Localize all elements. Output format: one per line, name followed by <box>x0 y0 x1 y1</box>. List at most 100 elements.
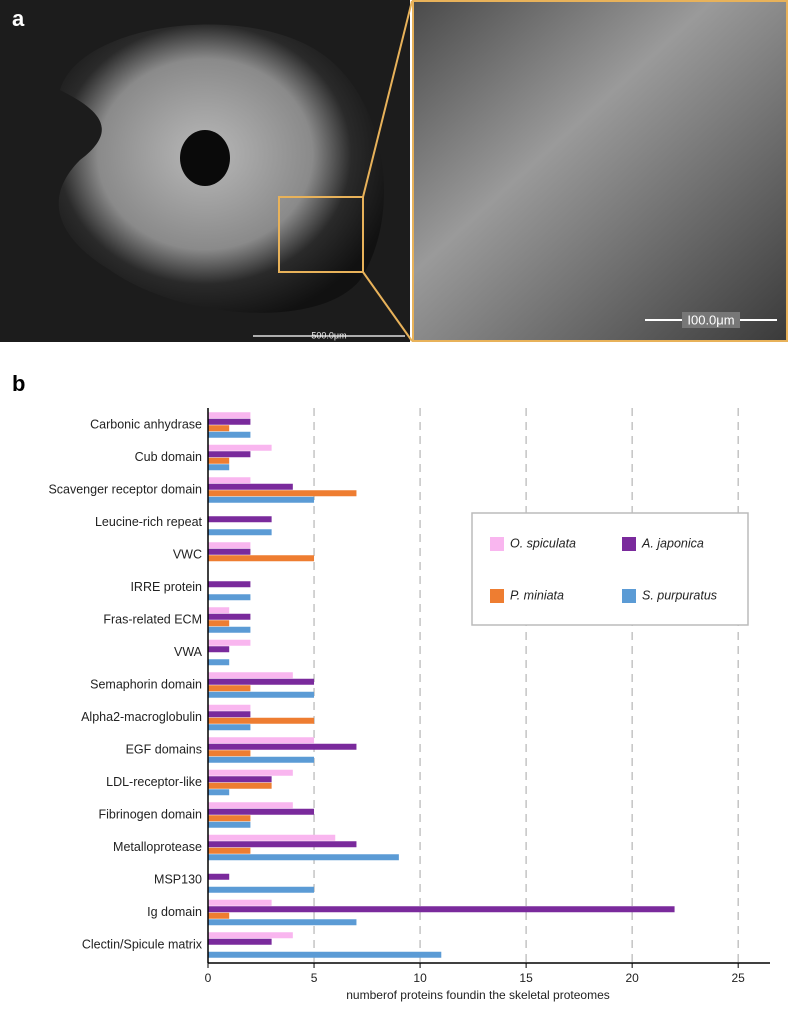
bar-chart: 0 5 10 15 20 25 Carbonic anhydrase Cub domain Sc… <box>48 408 770 985</box>
y-tick-label: Cub domain <box>135 450 202 464</box>
bar <box>208 899 272 906</box>
bar <box>208 457 230 464</box>
bar <box>208 737 315 744</box>
bar <box>208 789 230 796</box>
bar <box>208 594 251 601</box>
y-tick-label: Alpha2-macroglobulin <box>81 710 202 724</box>
bar <box>208 613 251 620</box>
bar <box>208 782 272 789</box>
bar <box>208 906 675 913</box>
bar <box>208 639 251 646</box>
bar <box>208 951 442 958</box>
legend-label: O. spiculata <box>510 536 576 550</box>
bar <box>208 548 251 555</box>
bar <box>208 496 315 503</box>
bar <box>208 724 251 731</box>
y-tick-label: Fibrinogen domain <box>98 807 202 821</box>
bar <box>208 873 230 880</box>
y-tick-label: Leucine-rich repeat <box>95 515 203 529</box>
bar <box>208 750 251 757</box>
y-tick-label: Ig domain <box>147 905 202 919</box>
scale-label: 500.0μm <box>311 330 346 340</box>
x-tick-label: 15 <box>519 971 533 985</box>
zoom-line <box>362 0 413 198</box>
sem-image-right <box>412 0 788 342</box>
x-tick-label: 0 <box>205 971 212 985</box>
y-tick-label: Metalloprotease <box>113 840 202 854</box>
legend-label: S. purpuratus <box>642 588 717 602</box>
bar <box>208 932 293 939</box>
bar <box>208 444 272 451</box>
bar <box>208 841 357 848</box>
bar <box>208 834 336 841</box>
zoom-line <box>362 271 413 342</box>
legend-swatch <box>622 537 636 551</box>
y-tick-label: VWC <box>173 547 202 561</box>
legend-swatch <box>622 589 636 603</box>
bar <box>208 717 315 724</box>
bar <box>208 607 230 614</box>
bar <box>208 685 251 692</box>
legend-box <box>471 512 749 626</box>
bar <box>208 620 230 627</box>
panel-label: a <box>12 6 25 31</box>
x-tick-label: 20 <box>625 971 639 985</box>
bar <box>208 581 251 588</box>
scale-label-bg <box>682 312 740 328</box>
bar <box>208 672 293 679</box>
y-tick-label: VWA <box>174 645 203 659</box>
bar <box>208 412 251 419</box>
zoom-box <box>278 196 364 273</box>
y-tick-label: Clectin/Spicule matrix <box>82 937 203 951</box>
bar <box>208 451 251 458</box>
bar <box>208 847 251 854</box>
legend-label: A. japonica <box>641 536 704 550</box>
bar <box>208 912 230 919</box>
bar <box>208 490 357 497</box>
bar <box>208 821 251 828</box>
scale-label: I00.0μm <box>687 312 734 327</box>
bar <box>208 704 251 711</box>
y-tick-label: Scavenger receptor domain <box>48 482 202 496</box>
x-tick-label: 10 <box>413 971 427 985</box>
y-tick-label: Carbonic anhydrase <box>90 417 202 431</box>
bar <box>208 815 251 822</box>
bar <box>208 776 272 783</box>
bar <box>208 886 315 893</box>
bar <box>208 919 357 926</box>
x-tick-label: 25 <box>732 971 746 985</box>
bar <box>208 542 251 549</box>
bar <box>208 626 251 633</box>
y-tick-label: EGF domains <box>126 742 202 756</box>
bar <box>208 691 315 698</box>
bar <box>208 854 399 861</box>
bar <box>208 431 251 438</box>
y-tick-label: Semaphorin domain <box>90 677 202 691</box>
bar <box>208 516 272 523</box>
legend-swatch <box>490 537 504 551</box>
bar <box>208 555 315 562</box>
bar <box>208 529 272 536</box>
bar <box>208 711 251 718</box>
x-axis-label: numberof proteins foundin the skeletal p… <box>346 988 610 1002</box>
y-tick-label: Fras-related ECM <box>103 612 202 626</box>
y-tick-label: MSP130 <box>154 872 202 886</box>
panel-label: b <box>12 371 25 396</box>
bar <box>208 756 315 763</box>
bar <box>208 938 272 945</box>
bar <box>208 659 230 666</box>
bar <box>208 802 293 809</box>
bar <box>208 646 230 653</box>
y-tick-label: LDL-receptor-like <box>106 775 202 789</box>
bar <box>208 678 315 685</box>
bar <box>208 464 230 471</box>
bar <box>208 477 251 484</box>
legend-label: P. miniata <box>510 588 564 602</box>
bar <box>208 425 230 432</box>
x-tick-label: 5 <box>311 971 318 985</box>
bar <box>208 808 315 815</box>
legend-swatch <box>490 589 504 603</box>
bar <box>208 769 293 776</box>
